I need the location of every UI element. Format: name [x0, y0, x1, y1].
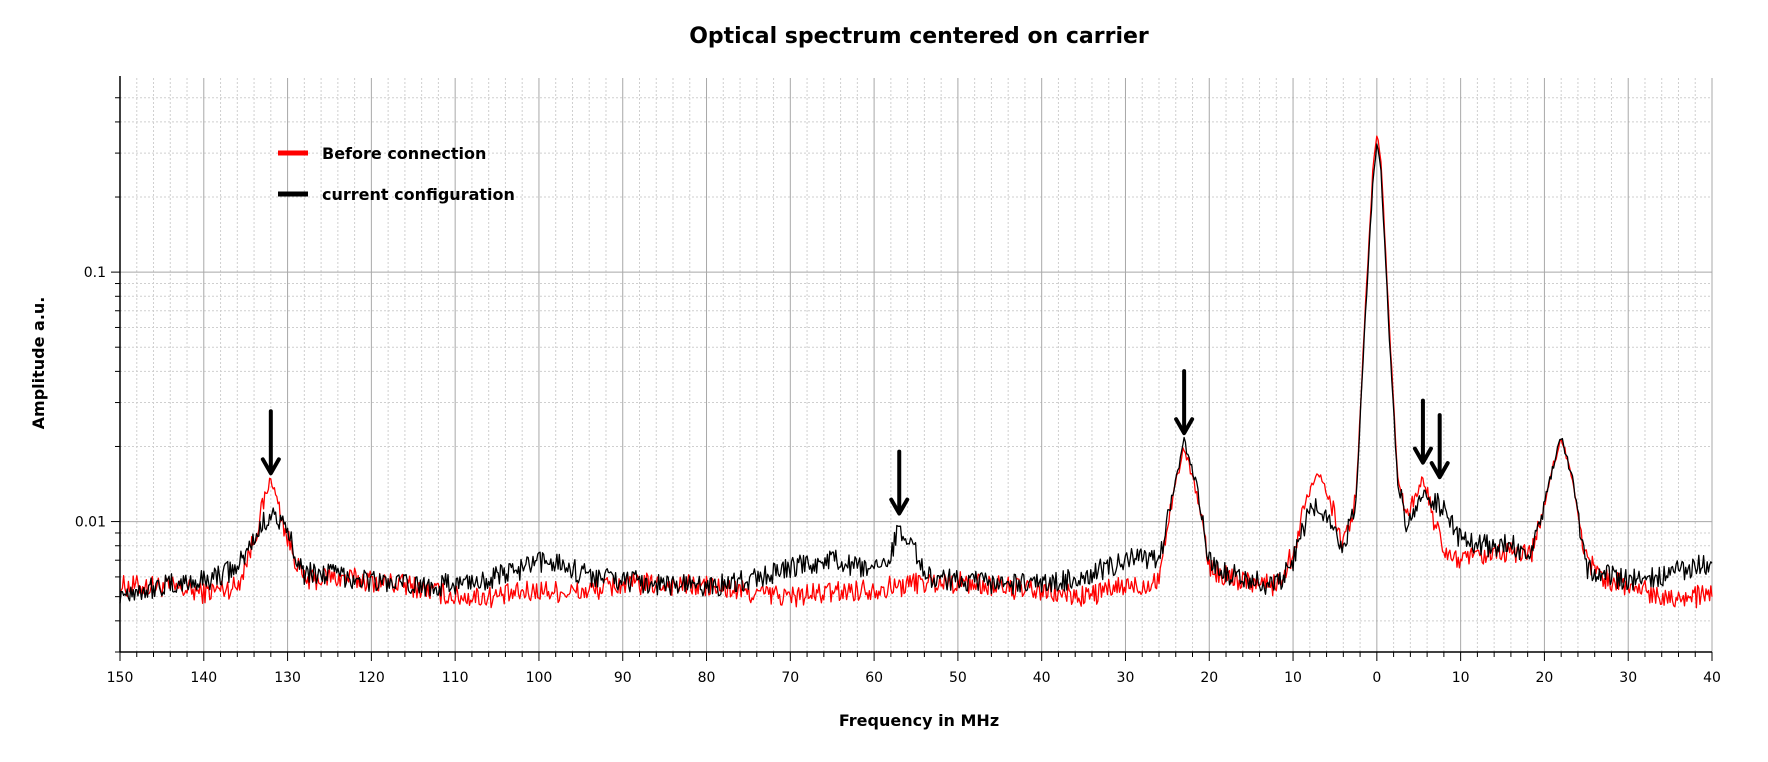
legend-item: current configuration — [278, 185, 515, 204]
x-tick-label: 50 — [949, 670, 967, 686]
x-tick-label: 40 — [1033, 670, 1051, 686]
major-grid — [119, 78, 1713, 652]
annotation-arrow — [889, 449, 910, 516]
x-tick-label: 70 — [781, 670, 799, 686]
x-tick-label: 110 — [442, 670, 469, 686]
chart-title: Optical spectrum centered on carrier — [689, 24, 1149, 49]
x-axis-label: Frequency in MHz — [839, 711, 999, 730]
minor-grid — [120, 78, 1712, 653]
series-line-current-configuration — [119, 143, 1713, 604]
y-axis-label: Amplitude a.u. — [29, 297, 48, 430]
x-tick-label: 100 — [526, 670, 553, 686]
x-tick-label: 80 — [698, 670, 716, 686]
x-tick-label: 90 — [614, 670, 632, 686]
x-tick-label: 130 — [274, 670, 301, 686]
x-tick-label: 60 — [865, 670, 883, 686]
axes — [111, 76, 1713, 661]
x-tick-label: 10 — [1452, 670, 1470, 686]
annotation-arrows — [260, 369, 1450, 516]
x-tick-label: 20 — [1200, 670, 1218, 686]
y-tick-labels: 0.01 0.1 — [75, 265, 106, 530]
x-tick-label: 30 — [1619, 670, 1637, 686]
x-tick-labels: 150 140 130 120 110 100 90 80 70 60 50 40 30 20 10 0 10 2… — [107, 670, 1721, 686]
legend: Before connection current configuration — [278, 144, 515, 204]
x-tick-label: 150 — [107, 670, 134, 686]
x-tick-label: 10 — [1284, 670, 1302, 686]
legend-label: current configuration — [322, 185, 515, 204]
x-tick-label: 0 — [1372, 670, 1381, 686]
annotation-arrow — [260, 409, 281, 476]
x-tick-label: 20 — [1536, 670, 1554, 686]
y-tick-label: 0.1 — [84, 265, 106, 281]
legend-item: Before connection — [278, 144, 486, 163]
x-tick-label: 120 — [358, 670, 385, 686]
x-tick-label: 140 — [190, 670, 217, 686]
y-tick-label: 0.01 — [75, 515, 106, 531]
annotation-arrow — [1429, 413, 1450, 480]
annotation-arrow — [1174, 369, 1195, 436]
annotation-arrow — [1412, 398, 1433, 465]
x-tick-label: 40 — [1703, 670, 1721, 686]
series-line-before-connection — [119, 135, 1713, 609]
series-layer — [119, 135, 1713, 609]
x-tick-label: 30 — [1117, 670, 1135, 686]
legend-label: Before connection — [322, 144, 486, 163]
